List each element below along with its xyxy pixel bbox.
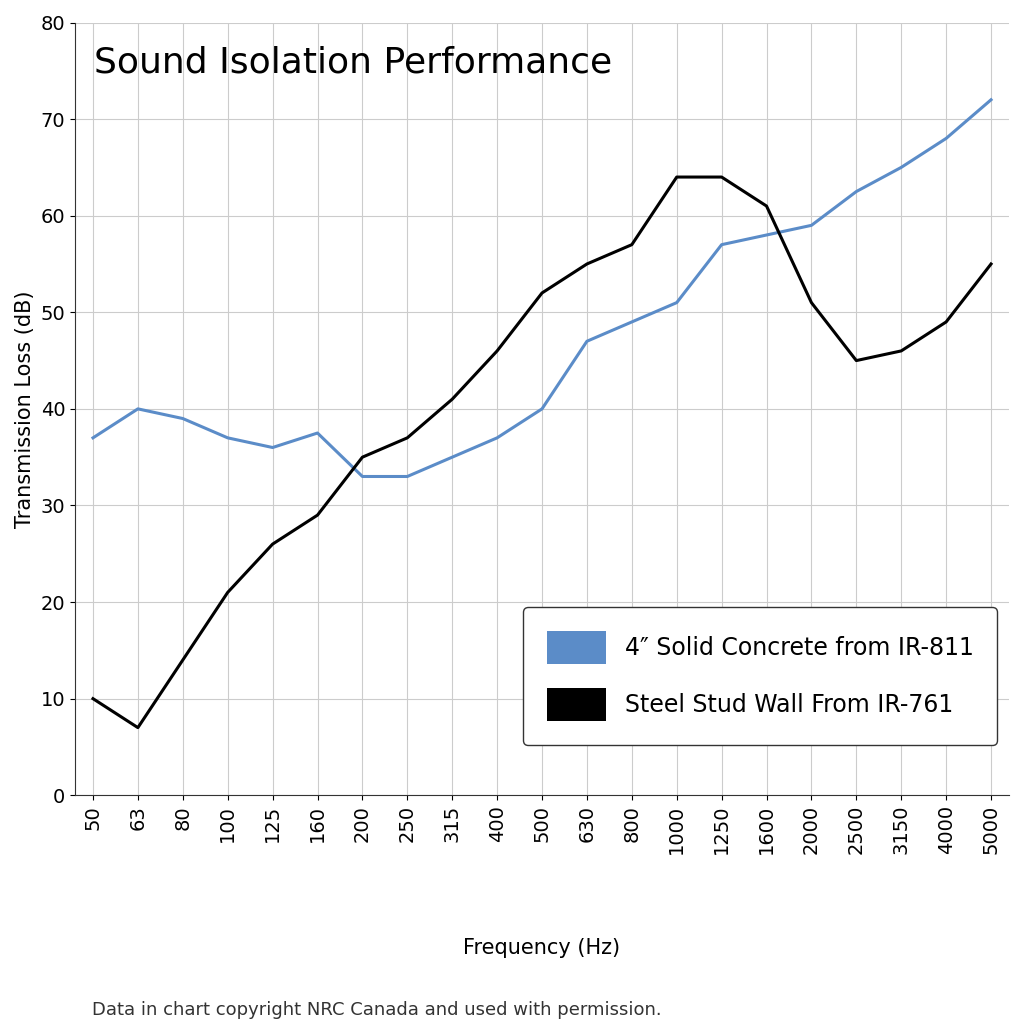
Legend: 4″ Solid Concrete from IR-811, Steel Stud Wall From IR-761: 4″ Solid Concrete from IR-811, Steel Stu… [523,607,997,744]
Y-axis label: Transmission Loss (dB): Transmission Loss (dB) [15,290,35,527]
Text: Sound Isolation Performance: Sound Isolation Performance [94,46,611,80]
Text: Data in chart copyright NRC Canada and used with permission.: Data in chart copyright NRC Canada and u… [92,1000,662,1019]
X-axis label: Frequency (Hz): Frequency (Hz) [464,938,621,957]
